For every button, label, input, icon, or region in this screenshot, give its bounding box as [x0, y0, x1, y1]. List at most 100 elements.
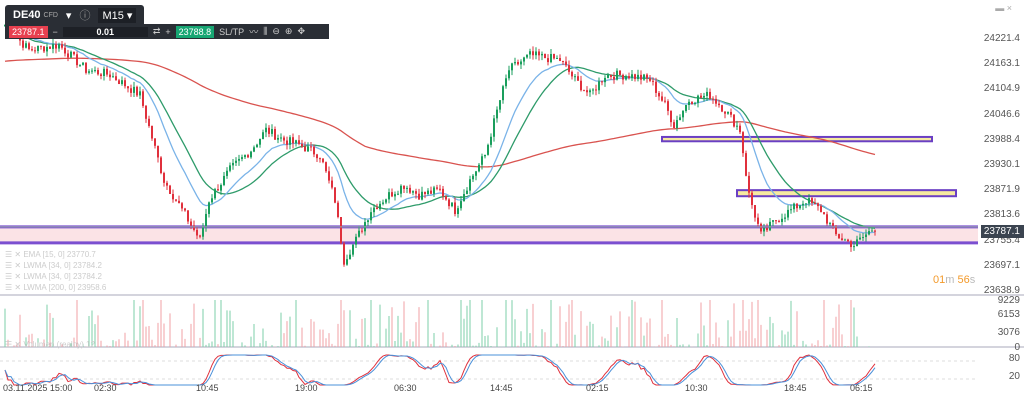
candle [652, 80, 654, 82]
candle [121, 80, 123, 85]
candle [361, 230, 363, 232]
candle [286, 140, 288, 145]
candle [616, 70, 618, 80]
candle [478, 164, 480, 172]
candle [208, 202, 210, 214]
candle [337, 202, 339, 218]
candle [250, 151, 252, 158]
price-tick: 23988.4 [983, 133, 1020, 145]
window-controls[interactable]: ▬ × [995, 3, 1012, 13]
swap-icon[interactable]: ⇄ [152, 26, 161, 36]
candle [709, 91, 711, 99]
candle [541, 53, 543, 56]
sell-button[interactable]: 23787.1 [9, 25, 48, 38]
candle [40, 45, 42, 47]
candle [721, 105, 723, 112]
time-tick: 14:45 [490, 383, 513, 393]
candle [535, 51, 537, 56]
candle [184, 208, 186, 211]
timeframe-select[interactable]: M15 ▾ [98, 7, 137, 23]
candle [787, 209, 789, 218]
candle [712, 98, 714, 100]
indicator-label: LWMA [34, 0] 23784.2 [23, 261, 102, 270]
candle [799, 205, 801, 209]
lwma34-line [4, 24, 876, 229]
price-tick: 24163.1 [983, 58, 1020, 70]
info-icon[interactable]: ⓘ [79, 10, 91, 22]
candle [625, 76, 627, 80]
price-tick: 24104.9 [983, 83, 1020, 95]
candle [379, 203, 381, 210]
price-tick: 23755.4 [983, 234, 1020, 246]
indicator-ema[interactable]: ☰ ✕ EMA [15, 0] 23770.7 [5, 250, 96, 259]
candle [673, 122, 675, 129]
buy-button[interactable]: 23788.8 [175, 25, 215, 38]
candle [88, 71, 90, 73]
candle [280, 137, 282, 139]
candle [859, 237, 861, 240]
line-chart-icon[interactable]: 〰 [249, 27, 259, 37]
candle [562, 60, 564, 62]
candles-icon[interactable]: ⫼ [263, 26, 268, 36]
timer-s: s [969, 274, 976, 286]
quantity-input[interactable]: 0.01 [62, 26, 148, 37]
indicator-label: LWMA [34, 0] 23784.2 [23, 272, 102, 281]
candle [79, 64, 81, 66]
candle [376, 207, 378, 210]
candle [526, 54, 528, 58]
sltp-button[interactable]: SL/TP [219, 26, 245, 37]
candle [574, 76, 576, 78]
time-tick: 06:30 [394, 383, 417, 393]
volume-scale-1: 6153 [997, 309, 1020, 320]
candle [457, 208, 459, 215]
candle [292, 137, 294, 144]
candle [733, 114, 735, 127]
candle [751, 192, 753, 206]
candle [856, 239, 858, 247]
candle [619, 70, 621, 75]
candle [796, 203, 798, 209]
move-icon[interactable]: ✥ [297, 26, 305, 36]
candle [202, 227, 204, 237]
volume-legend[interactable]: ☰ ✕ Volumen (realny) 12 [5, 340, 95, 349]
symbol-dropdown-icon[interactable]: ▾ [65, 9, 72, 22]
decrease-qty-button[interactable]: − [52, 26, 58, 37]
candle [460, 201, 462, 209]
candle [739, 125, 741, 133]
candle [220, 184, 222, 191]
candle [514, 62, 516, 64]
candle [253, 147, 255, 152]
indicator-lwma34b[interactable]: ☰ ✕ LWMA [34, 0] 23784.2 [5, 272, 102, 281]
candle [388, 192, 390, 200]
candle [571, 71, 573, 77]
volume-scale-2: 3076 [997, 327, 1020, 338]
candle [745, 153, 747, 176]
candle [490, 136, 492, 145]
indicator-lwma34[interactable]: ☰ ✕ LWMA [34, 0] 23784.2 [5, 261, 102, 270]
candle [409, 187, 411, 193]
candle [247, 155, 249, 158]
candle [718, 103, 720, 106]
candle [355, 236, 357, 245]
candle [133, 86, 135, 93]
zoom-out-icon[interactable]: ⊖ [272, 26, 280, 36]
candle [484, 154, 486, 157]
candle [511, 63, 513, 71]
increase-qty-button[interactable]: + [165, 26, 171, 37]
candle [469, 179, 471, 191]
zoom-in-icon[interactable]: ⊕ [284, 26, 293, 36]
candle [82, 62, 84, 65]
candle [454, 202, 456, 215]
resistance-box [661, 135, 933, 143]
candle [520, 61, 522, 65]
candle [271, 128, 273, 134]
time-tick: 03.11.2025 15:00 [3, 383, 73, 393]
indicator-lwma200[interactable]: ☰ ✕ LWMA [200, 0] 23958.6 [5, 283, 107, 292]
candle [622, 74, 624, 80]
candle [595, 89, 597, 91]
candle [475, 171, 477, 176]
candle [148, 118, 150, 126]
symbol-name[interactable]: DE40 [13, 9, 41, 21]
price-tick: 23871.9 [983, 184, 1020, 196]
